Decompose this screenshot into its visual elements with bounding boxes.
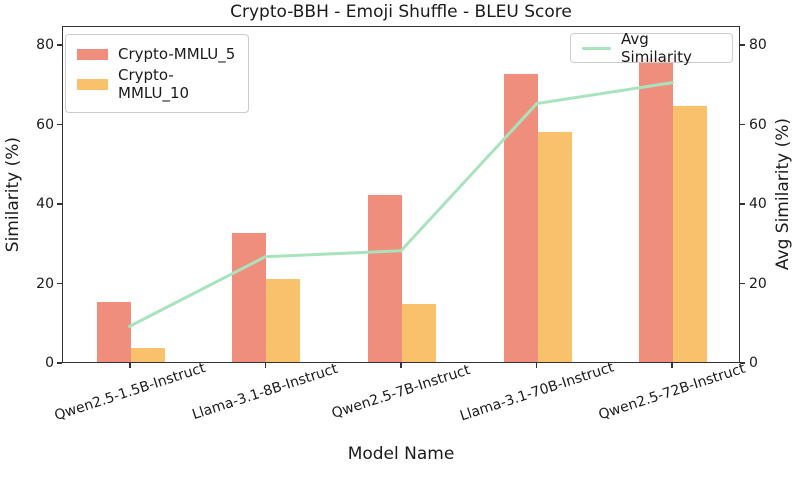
y-tick-mark-left-0 (57, 362, 62, 364)
y-tick-label-right-60: 60 (749, 116, 767, 133)
y-tick-label-right-20: 20 (749, 275, 767, 292)
x-tick-mark-0 (129, 363, 131, 368)
y-tick-mark-right-40 (740, 203, 745, 205)
avg-similarity-label: Avg Similarity (621, 30, 692, 66)
y-tick-label-left-0: 0 (45, 355, 54, 371)
chart-title: Crypto-BBH - Emoji Shuffle - BLEU Score (230, 2, 572, 22)
y-tick-mark-right-80 (740, 44, 745, 46)
y-tick-label-left-60: 60 (36, 116, 54, 133)
y-tick-mark-right-20 (740, 282, 745, 285)
bar-Crypto-MMLU_10-Qwen2.5-1.5B-Instruct (130, 348, 165, 362)
y-tick-mark-left-60 (57, 123, 62, 126)
legend-row-crypto-mmlu-5: Crypto-MMLU_5 (77, 45, 237, 63)
y-tick-label-left-20: 20 (36, 275, 54, 292)
bar-Crypto-MMLU_5-Llama-3.1-8B-Instruct (232, 232, 267, 362)
crypto-mmlu-5-label: Crypto-MMLU_5 (118, 45, 236, 63)
crypto-mmlu-10-swatch (77, 78, 108, 90)
avg-similarity-line-swatch (582, 46, 611, 50)
x-axis-label: Model Name (347, 444, 455, 464)
y-tick-label-right-0: 0 (749, 355, 758, 371)
x-tick-mark-2 (400, 363, 402, 368)
y-tick-label-right-80: 80 (749, 37, 767, 54)
bar-Crypto-MMLU_5-Qwen2.5-72B-Instruct (639, 58, 674, 362)
left-y-axis-label-text: Similarity (%) (3, 136, 23, 253)
bars-legend: Crypto-MMLU_5 Crypto-MMLU_10 (65, 34, 249, 113)
bar-Crypto-MMLU_5-Llama-3.1-70B-Instruct (503, 73, 538, 362)
bar-Crypto-MMLU_10-Qwen2.5-7B-Instruct (402, 304, 436, 362)
plot-area (62, 26, 740, 363)
bar-Crypto-MMLU_10-Llama-3.1-8B-Instruct (266, 278, 301, 362)
y-tick-label-right-40: 40 (749, 196, 767, 213)
bar-Crypto-MMLU_10-Qwen2.5-72B-Instruct (673, 105, 708, 362)
y-tick-mark-left-80 (57, 44, 62, 46)
y-tick-mark-left-20 (57, 282, 62, 285)
y-tick-label-left-40: 40 (36, 196, 54, 213)
line-legend: Avg Similarity (570, 30, 733, 66)
x-tick-mark-3 (535, 363, 538, 368)
bar-Crypto-MMLU_10-Llama-3.1-70B-Instruct (537, 131, 572, 362)
y-tick-mark-right-0 (740, 362, 745, 364)
crypto-mmlu-5-swatch (77, 48, 108, 60)
crypto-mmlu-10-label: Crypto-MMLU_10 (118, 66, 190, 102)
y-tick-mark-left-40 (57, 203, 62, 205)
legend-row-crypto-mmlu-10: Crypto-MMLU_10 (77, 66, 237, 102)
left-y-axis-label: Similarity (%) (2, 26, 24, 363)
x-tick-mark-4 (671, 363, 673, 368)
bar-Crypto-MMLU_5-Qwen2.5-7B-Instruct (368, 195, 402, 362)
x-tick-mark-1 (264, 363, 267, 368)
bar-Crypto-MMLU_5-Qwen2.5-1.5B-Instruct (96, 302, 131, 362)
y-tick-mark-right-60 (740, 123, 745, 126)
y-tick-label-left-80: 80 (36, 37, 54, 54)
